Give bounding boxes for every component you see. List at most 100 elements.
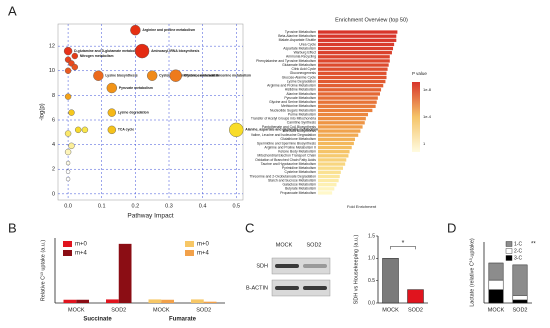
bar: [318, 30, 398, 34]
category-label: Glutamate Metabolism: [282, 63, 316, 67]
y-tick-label: 6: [52, 117, 55, 123]
bar: [318, 38, 397, 42]
legend-label: m+4: [197, 251, 210, 257]
blot-background: [271, 257, 331, 275]
y-tick-label: 8: [52, 93, 55, 99]
y-tick-label: 4: [52, 142, 55, 148]
category-label: Ketone Body Metabolism: [278, 150, 316, 154]
legend-swatch: [505, 248, 513, 254]
bubble-label: Pyruvate metabolism: [119, 86, 153, 90]
category-label: Phenylalanine and Tyrosine Metabolism: [256, 59, 316, 63]
x-tick-label: 0.2: [132, 203, 140, 209]
legend-swatch: [185, 241, 194, 247]
colorbar: [412, 82, 420, 152]
blot-lane-label: MOCK: [276, 242, 293, 248]
panel-label: B: [8, 220, 17, 235]
bar: [318, 55, 390, 59]
y-tick-label: 1.0: [368, 256, 375, 262]
x-tick-label: SOD2: [513, 307, 528, 313]
bar: [318, 137, 355, 141]
bubble: [81, 126, 89, 134]
y-axis-label: Lactate (relative C¹³-uptake): [469, 238, 475, 307]
x-axis-label: Pathway Impact: [127, 213, 173, 220]
category-label: Transfer of Acetyl Groups into Mitochond…: [251, 117, 316, 121]
y-tick-label: 12: [49, 44, 55, 50]
significance-bracket: [390, 246, 416, 250]
category-label: Aspartate Metabolism: [283, 46, 316, 50]
bar: [318, 174, 340, 179]
bar: [318, 59, 390, 63]
category-label: Butyrate Metabolism: [285, 187, 316, 191]
y-tick-label: 1.5: [368, 233, 375, 239]
category-label: Mitochondrial Electron Transport Chain: [257, 154, 316, 158]
category-label: Oxidation of Branched Chain Fatty Acids: [255, 158, 316, 162]
bubble-label: Alanine, aspartate and glutamate metabol…: [245, 128, 318, 132]
bar: [318, 100, 377, 104]
bubble: [74, 126, 82, 134]
legend-swatch: [505, 241, 513, 247]
bubble: [169, 69, 182, 82]
bar: [318, 75, 387, 80]
bar: [161, 299, 174, 303]
bubble-label: Aminoacyl-tRNA biosynthesis: [151, 49, 199, 53]
bar: [318, 88, 382, 92]
category-label: Malate-Aspartate Shuttle: [279, 38, 316, 42]
panel-label: A: [8, 3, 17, 18]
bar: [318, 158, 347, 162]
annotation: **: [531, 242, 536, 248]
bar: [63, 299, 77, 303]
legend-label: m+0: [197, 242, 210, 248]
bubble: [71, 52, 79, 60]
bubble: [130, 24, 141, 36]
bar: [318, 170, 341, 174]
bar: [191, 299, 204, 303]
y-tick-label: 0.5: [368, 278, 375, 284]
bubble: [107, 125, 117, 135]
category-label: Galactose Metabolism: [282, 183, 316, 187]
bubble: [64, 67, 72, 74]
category-label: Purine Metabolism: [288, 112, 316, 116]
category-label: Propanoate Metabolism: [280, 191, 316, 195]
bar: [106, 299, 119, 303]
bubble: [65, 169, 71, 174]
category-label: Taurine and Hypotaurine Metabolism: [261, 162, 316, 166]
legend-swatch: [63, 241, 72, 247]
bar: [318, 92, 380, 96]
bubble: [107, 108, 117, 117]
bubble: [229, 122, 244, 138]
bar: [318, 84, 384, 88]
bar: [318, 46, 394, 51]
bar: [118, 243, 132, 303]
x-tick-label: 0.0: [64, 203, 72, 209]
category-label: Nucleotide Sugars Metabolism: [270, 108, 316, 112]
legend-label: 3-C: [514, 255, 522, 261]
category-label: Methionine Metabolism: [281, 104, 316, 108]
bar: [318, 96, 378, 100]
bar: [318, 129, 361, 133]
x-tick-label: 0.4: [199, 203, 207, 209]
colorbar-label: 1e-8: [423, 87, 432, 92]
legend-title: P value: [412, 71, 427, 76]
bar: [318, 117, 366, 121]
bubble-label: Cysteine and methionine metabolism: [159, 74, 219, 78]
category-label: Warburg Effect: [294, 51, 316, 55]
bar: [382, 258, 399, 304]
bubble-label: Lysine biosynthesis: [105, 74, 137, 78]
bubble: [65, 176, 71, 182]
category-label: Arginine and Proline Metabolism: [267, 84, 316, 88]
bar: [318, 34, 397, 38]
x-tick-label: MOCK: [153, 307, 170, 313]
bar: [318, 166, 344, 170]
bubble-label: TCA cycle: [118, 128, 134, 132]
plot-frame: [57, 23, 244, 201]
bubble: [64, 130, 72, 137]
bar: [407, 289, 424, 304]
chart-title: Enrichment Overview (top 50): [335, 17, 408, 23]
group-label: Succinate: [83, 317, 112, 323]
bar: [318, 104, 376, 108]
bar-segment: [488, 279, 504, 290]
bubble: [64, 93, 72, 100]
category-label: Pantothenate and CoA Biosynthesis: [262, 125, 316, 129]
bar-segment: [512, 295, 528, 301]
bar: [318, 42, 395, 47]
